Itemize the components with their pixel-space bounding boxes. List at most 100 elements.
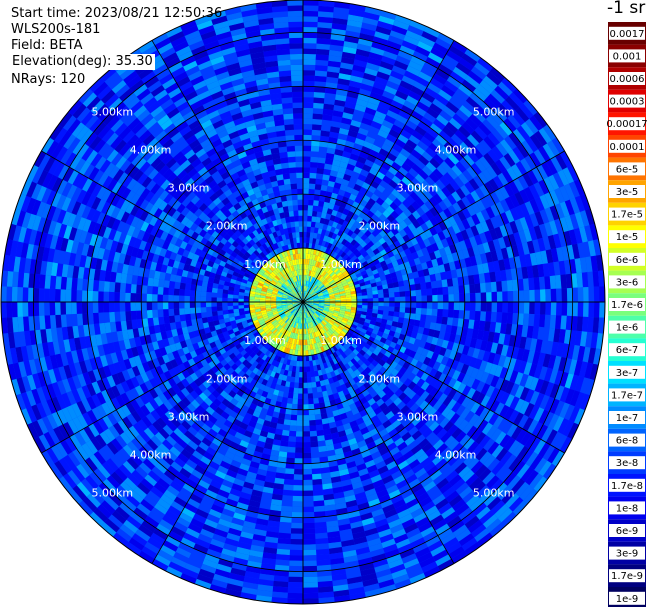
ppi-cell: [351, 296, 357, 300]
ppi-cell: [268, 364, 275, 371]
ppi-cell: [274, 261, 280, 268]
ppi-cell: [298, 377, 303, 383]
ppi-cell: [323, 326, 329, 332]
ppi-cell: [241, 254, 249, 261]
ppi-cell: [306, 371, 311, 378]
ppi-cell: [347, 280, 354, 285]
ppi-cell: [308, 328, 312, 334]
ppi-cell: [324, 230, 331, 237]
ppi-cell: [227, 294, 234, 299]
ppi-cell: [259, 297, 266, 300]
ppi-cell: [238, 298, 244, 302]
ppi-cell: [269, 339, 275, 346]
ppi-cell: [289, 278, 294, 284]
ppi-cell: [244, 292, 250, 297]
ppi-cell: [268, 274, 274, 280]
ppi-cell: [399, 302, 406, 308]
ppi-cell: [329, 238, 335, 245]
ppi-cell: [93, 280, 100, 292]
ppi-cell: [157, 309, 164, 318]
ppi-cell: [329, 319, 335, 325]
ppi-cell: [297, 199, 303, 206]
ppi-cell: [398, 312, 405, 318]
ppi-cell: [236, 322, 243, 328]
ppi-cell: [250, 272, 257, 278]
ppi-cell: [267, 358, 274, 365]
ppi-cell: [298, 312, 301, 318]
ppi-cell: [399, 291, 406, 297]
ppi-cell: [332, 351, 339, 358]
ppi-cell: [264, 241, 271, 248]
ppi-cell: [308, 276, 312, 282]
ppi-cell: [285, 281, 290, 286]
ppi-cell: [250, 314, 257, 319]
ppi-cell: [322, 246, 328, 253]
ppi-cell: [329, 300, 336, 302]
ppi-cell: [490, 311, 497, 323]
ppi-cell: [310, 151, 319, 158]
ppi-cell: [233, 312, 240, 317]
ppi-cell: [276, 356, 282, 363]
ppi-cell: [297, 264, 300, 270]
ppi-cell: [243, 304, 250, 309]
ppi-cell: [301, 285, 303, 292]
ppi-cell: [305, 312, 308, 318]
ppi-cell: [290, 183, 298, 190]
ppi-cell: [507, 302, 514, 313]
ppi-cell: [277, 362, 283, 369]
ppi-cell: [275, 316, 282, 321]
ppi-cell: [416, 302, 422, 309]
ppi-cell: [291, 290, 296, 295]
ppi-cell: [352, 331, 359, 338]
ppi-cell: [294, 377, 299, 383]
ppi-cell: [288, 365, 293, 372]
ppi-cell: [287, 392, 294, 399]
ppi-cell: [318, 323, 324, 329]
ppi-cell: [346, 321, 353, 327]
ppi-cell: [270, 353, 277, 360]
ppi-cell: [300, 275, 302, 281]
ppi-cell: [239, 328, 246, 334]
ppi-cell: [273, 348, 279, 355]
ppi-cell: [279, 320, 284, 325]
ppi-cell: [312, 294, 318, 298]
ppi-cell: [318, 250, 323, 257]
ppi-cell: [306, 286, 310, 293]
ppi-cell: [292, 299, 298, 301]
ppi-cell: [285, 311, 291, 316]
ppi-cell: [320, 412, 328, 420]
ppi-cell: [491, 291, 498, 302]
ppi-cell: [241, 343, 249, 350]
ppi-cell: [251, 317, 258, 322]
ppi-cell: [241, 278, 248, 284]
ppi-cell: [222, 293, 228, 298]
ppi-cell: [303, 501, 314, 507]
ppi-cell: [337, 315, 344, 320]
ppi-cell: [322, 310, 328, 315]
ppi-cell: [303, 91, 314, 98]
ppi-cell: [315, 238, 320, 245]
ppi-cell: [327, 348, 333, 355]
ppi-cell: [318, 341, 323, 348]
ppi-cell: [258, 352, 265, 359]
ppi-cell: [328, 366, 334, 373]
ppi-cell: [283, 292, 289, 296]
ppi-cell: [335, 336, 342, 343]
ppi-cell: [303, 377, 308, 383]
ppi-cell: [320, 346, 325, 353]
ppi-cell: [294, 276, 298, 282]
ppi-cell: [270, 250, 276, 257]
ppi-cell: [265, 302, 271, 304]
ppi-cell: [289, 381, 295, 388]
ppi-cell: [288, 255, 292, 261]
ppi-cell: [328, 335, 334, 342]
ppi-cell: [292, 344, 297, 350]
ppi-cell: [283, 419, 291, 426]
ppi-cell: [289, 249, 293, 256]
ppi-cell: [296, 293, 300, 298]
ppi-cell: [284, 289, 290, 294]
ppi-cell: [316, 336, 321, 343]
ppi-cell: [283, 250, 288, 257]
ppi-cell: [303, 118, 313, 125]
ppi-cell: [268, 324, 274, 330]
